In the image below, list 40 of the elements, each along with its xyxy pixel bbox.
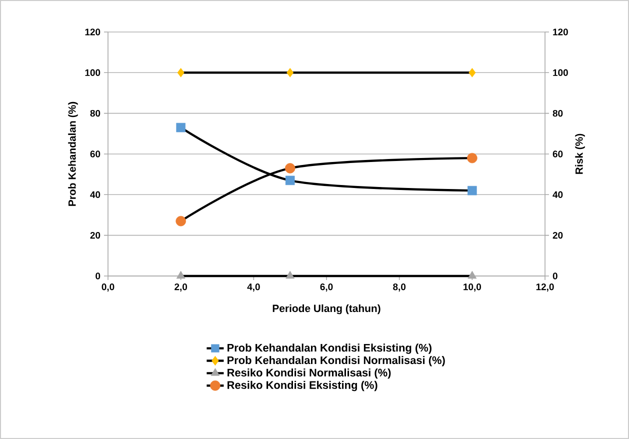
point bbox=[286, 270, 295, 279]
x-tick-label: 10,0 bbox=[464, 283, 481, 292]
point bbox=[468, 270, 477, 279]
point bbox=[286, 68, 294, 78]
point bbox=[285, 176, 295, 186]
y-tick-label: 20 bbox=[90, 232, 100, 239]
point bbox=[284, 163, 296, 174]
y2-tick-label: 20 bbox=[552, 232, 563, 239]
y-axis-title: Prob Kehandalan (%) bbox=[68, 102, 78, 206]
point bbox=[468, 68, 476, 78]
y2-tick-label: 0 bbox=[552, 272, 558, 280]
point bbox=[467, 152, 478, 164]
y2-axis-title: Risk (%) bbox=[575, 134, 585, 174]
point bbox=[177, 68, 184, 78]
y-tick-label: 40 bbox=[90, 191, 100, 198]
x-tick-label: 8,0 bbox=[393, 283, 406, 292]
y-tick-label: 80 bbox=[90, 110, 100, 117]
x-tick-label: 6,0 bbox=[320, 283, 333, 292]
legend-label: Prob Kehandalan Kondisi Normalisasi (%) bbox=[228, 356, 445, 366]
point bbox=[468, 186, 477, 196]
point bbox=[176, 270, 186, 279]
y2-tick-label: 100 bbox=[553, 69, 568, 76]
y-tick-label: 120 bbox=[85, 28, 100, 36]
legend-label: Prob Kehandalan Kondisi Eksisting (%) bbox=[228, 344, 432, 354]
y2-tick-label: 60 bbox=[552, 150, 563, 158]
x-tick-label: 12,0 bbox=[536, 283, 554, 292]
y-tick-label: 100 bbox=[85, 69, 100, 76]
y-tick-label: 0 bbox=[96, 272, 100, 280]
x-tick-label: 2,0 bbox=[174, 283, 188, 292]
legend-label: Resiko Kondisi Normalisasi (%) bbox=[228, 368, 391, 379]
y2-tick-label: 120 bbox=[553, 28, 568, 36]
x-tick-label: 0,0 bbox=[102, 283, 114, 292]
point bbox=[176, 216, 186, 226]
x-axis-title: Periode Ulang (tahun) bbox=[272, 304, 380, 314]
y2-tick-label: 40 bbox=[552, 191, 563, 198]
point bbox=[176, 122, 186, 132]
x-tick-label: 4,0 bbox=[247, 283, 260, 292]
y-tick-label: 60 bbox=[90, 150, 100, 158]
legend-label: Resiko Kondisi Eksisting (%) bbox=[228, 380, 378, 392]
y2-tick-label: 80 bbox=[552, 110, 563, 117]
